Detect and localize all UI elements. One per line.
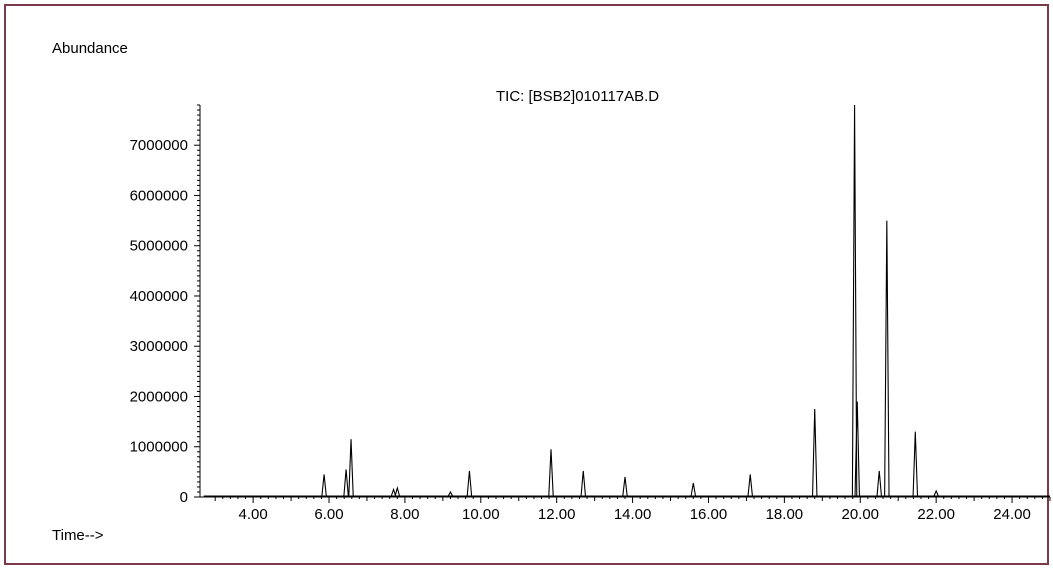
y-tick-label: 4000000 <box>130 288 188 305</box>
peak <box>394 485 401 497</box>
peak <box>348 439 354 497</box>
x-tick-label: 10.00 <box>462 506 500 523</box>
peak <box>851 104 858 497</box>
y-tick-label: 7000000 <box>130 137 188 154</box>
y-tick-label: 0 <box>180 489 188 506</box>
peak <box>876 470 882 497</box>
y-tick-label: 1000000 <box>130 439 188 456</box>
x-tick-label: 8.00 <box>390 506 419 523</box>
peak <box>390 487 397 497</box>
x-tick-label: 20.00 <box>841 506 879 523</box>
peak <box>811 409 818 497</box>
peak <box>321 474 327 497</box>
peak <box>747 474 753 497</box>
x-tick-label: 4.00 <box>239 506 268 523</box>
x-tick-label: 22.00 <box>917 506 955 523</box>
tic-trace <box>203 104 1050 497</box>
y-tick-label: 5000000 <box>130 238 188 255</box>
peak <box>884 220 890 497</box>
peak <box>548 449 554 497</box>
peak <box>912 431 919 497</box>
chart-frame <box>4 4 1049 565</box>
chart-title: TIC: [BSB2]010117AB.D <box>496 88 659 105</box>
peak <box>933 489 939 497</box>
tick-labels: 0 1000000 2000000 3000000 4000000 5000000 6000… <box>130 137 1031 523</box>
x-tick-label: 16.00 <box>690 506 728 523</box>
y-tick-label: 2000000 <box>130 388 188 405</box>
axes <box>194 104 1051 503</box>
x-tick-label: 24.00 <box>993 506 1031 523</box>
x-tick-label: 6.00 <box>314 506 343 523</box>
x-tick-label: 14.00 <box>614 506 652 523</box>
y-tick-label: 3000000 <box>130 338 188 355</box>
y-tick-label: 6000000 <box>130 187 188 204</box>
x-tick-label: 18.00 <box>766 506 804 523</box>
peak <box>854 401 860 497</box>
peak <box>343 469 349 497</box>
y-axis-label: Abundance <box>52 40 128 57</box>
peak <box>580 470 587 497</box>
peak <box>447 490 454 497</box>
peak <box>466 470 473 497</box>
peak <box>622 476 628 497</box>
x-tick-label: 12.00 <box>538 506 576 523</box>
x-axis-label: Time--> <box>52 527 104 544</box>
peak <box>690 482 697 497</box>
